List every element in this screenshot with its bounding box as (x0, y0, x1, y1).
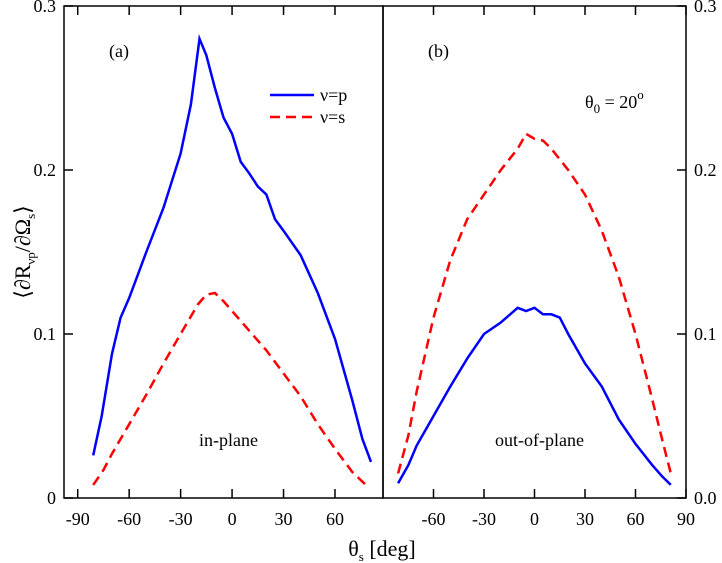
y2-tick-label: 0.2 (694, 160, 717, 180)
y-tick-label: 0.3 (34, 0, 57, 16)
note-part: = 20 (600, 92, 637, 112)
y-tick-label: 0.2 (34, 160, 57, 180)
y-tick-label: 0.1 (34, 324, 57, 344)
data-line (397, 306, 672, 486)
y2-tick-label: 0.0 (694, 488, 717, 508)
x-tick-label: -60 (117, 509, 141, 529)
data-line (396, 132, 673, 474)
y-label-part: ⟩ (10, 205, 35, 214)
y-label-sub: s (23, 214, 38, 219)
y-label-part: ⟨∂R (10, 264, 35, 298)
y-axis-label: ⟨∂Rνp/∂Ωs⟩ (10, 205, 38, 299)
note-sub: 0 (594, 101, 601, 116)
legend-label: ν=p (320, 85, 347, 105)
x-tick-label: -30 (472, 509, 496, 529)
x-label-part: [deg] (364, 536, 416, 561)
panel-label: (a) (109, 41, 129, 62)
x-tick-label: 30 (275, 509, 293, 529)
panel-label: (b) (428, 41, 449, 62)
x-label-sub: s (359, 549, 364, 563)
y-label-part: /∂Ω (10, 219, 35, 252)
x-tick-label: -90 (66, 509, 90, 529)
x-tick-label: -30 (169, 509, 193, 529)
note-sup: o (637, 87, 644, 102)
x-tick-label: 90 (677, 509, 695, 529)
data-line (92, 291, 371, 490)
annotation: in-plane (199, 430, 258, 450)
data-line (91, 34, 373, 463)
y2-tick-label: 0.1 (694, 324, 717, 344)
y-label-sub: νp (23, 252, 38, 264)
x-tick-label: 30 (576, 509, 594, 529)
plot-frame (63, 5, 384, 499)
y-tick-label: 0 (47, 488, 56, 508)
annotation: out-of-plane (495, 430, 584, 450)
note-part: θ (585, 92, 594, 112)
x-label-part: θ (348, 536, 359, 561)
annotation: θ0 = 20o (585, 87, 644, 116)
x-tick-label: -60 (422, 509, 446, 529)
x-tick-label: 0 (530, 509, 539, 529)
x-tick-label: 60 (326, 509, 344, 529)
legend-label: ν=s (320, 107, 345, 127)
y2-tick-label: 0.3 (694, 0, 717, 16)
x-axis-label: θs [deg] (348, 536, 416, 563)
x-tick-label: 60 (627, 509, 645, 529)
x-tick-label: 0 (228, 509, 237, 529)
